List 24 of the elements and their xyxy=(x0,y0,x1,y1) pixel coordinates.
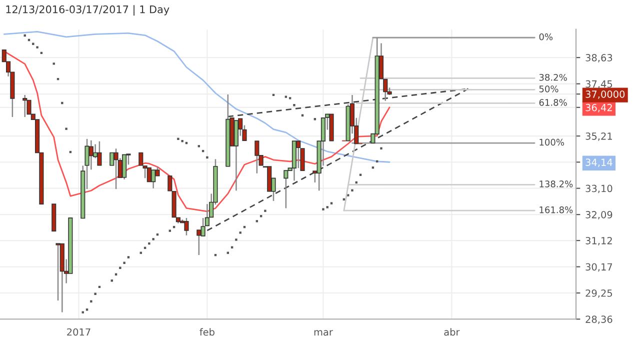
y-tick-label: 37,45 xyxy=(586,80,612,89)
y-tick-label: 38,63 xyxy=(586,54,612,62)
series-label: 38.2% xyxy=(539,74,567,81)
chart-title: 12/13/2016-03/17/2017 | 1 Day xyxy=(6,5,170,16)
series-label: 100% xyxy=(540,138,564,146)
y-tick-label: 29,25 xyxy=(586,289,612,298)
y-tick-label: 31,12 xyxy=(586,237,612,246)
series-label: 0% xyxy=(539,33,553,40)
y-tick-label: 35,21 xyxy=(586,132,612,141)
x-tick-label: feb xyxy=(200,328,214,336)
x-tick-label: 2017 xyxy=(67,328,90,336)
y-tick-label: 32,09 xyxy=(586,211,612,220)
series-label: 61.8% xyxy=(539,99,567,106)
series-label: 138.2% xyxy=(540,180,573,188)
x-tick-label: mar xyxy=(314,330,333,336)
y-tick-label: 36,42 xyxy=(586,104,612,112)
series-label: 50% xyxy=(539,85,558,92)
y-tick-label: 30,17 xyxy=(586,263,612,272)
y-tick-label: 28,36 xyxy=(586,316,612,324)
x-tick-label: abr xyxy=(444,328,460,336)
y-tick-label: 34,14 xyxy=(586,158,612,167)
series-label: 161.8% xyxy=(540,206,573,214)
y-tick-label: 37,0000 xyxy=(586,90,625,99)
y-tick-label: 33,10 xyxy=(586,184,612,194)
